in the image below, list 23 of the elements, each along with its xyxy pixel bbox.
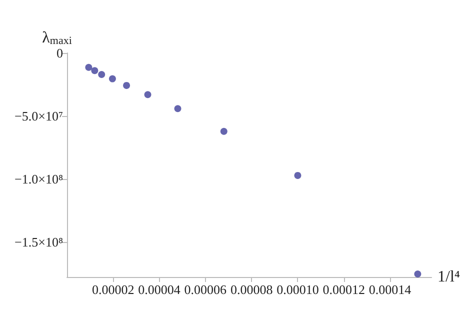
y-axis-title: λmaxi [42,30,72,48]
y-tick-label: −1.0×10⁸ [14,171,64,186]
point [91,67,98,74]
x-tick-label: 0.00002 [92,282,134,297]
point [123,82,130,89]
point [414,270,422,278]
point [108,75,116,82]
point [220,128,228,135]
point [174,105,182,112]
x-tick-label: 0.00012 [322,282,365,297]
point [294,172,302,179]
x-tick-label: 0.00014 [368,282,412,297]
point [98,71,106,78]
y-tick-label: −5.0×10⁷ [14,108,63,124]
y-tick-label: −1.5×10⁸ [14,234,64,250]
point [85,64,92,71]
x-axis-title: 1/l⁴ [438,268,460,286]
point [144,91,152,98]
y-tick-label: 0 [56,46,63,60]
x-tick-label: 0.00010 [276,282,319,297]
x-tick-label: 0.00008 [230,282,273,297]
x-tick-label: 0.00004 [138,282,181,297]
x-tick-label: 0.00006 [184,282,228,297]
